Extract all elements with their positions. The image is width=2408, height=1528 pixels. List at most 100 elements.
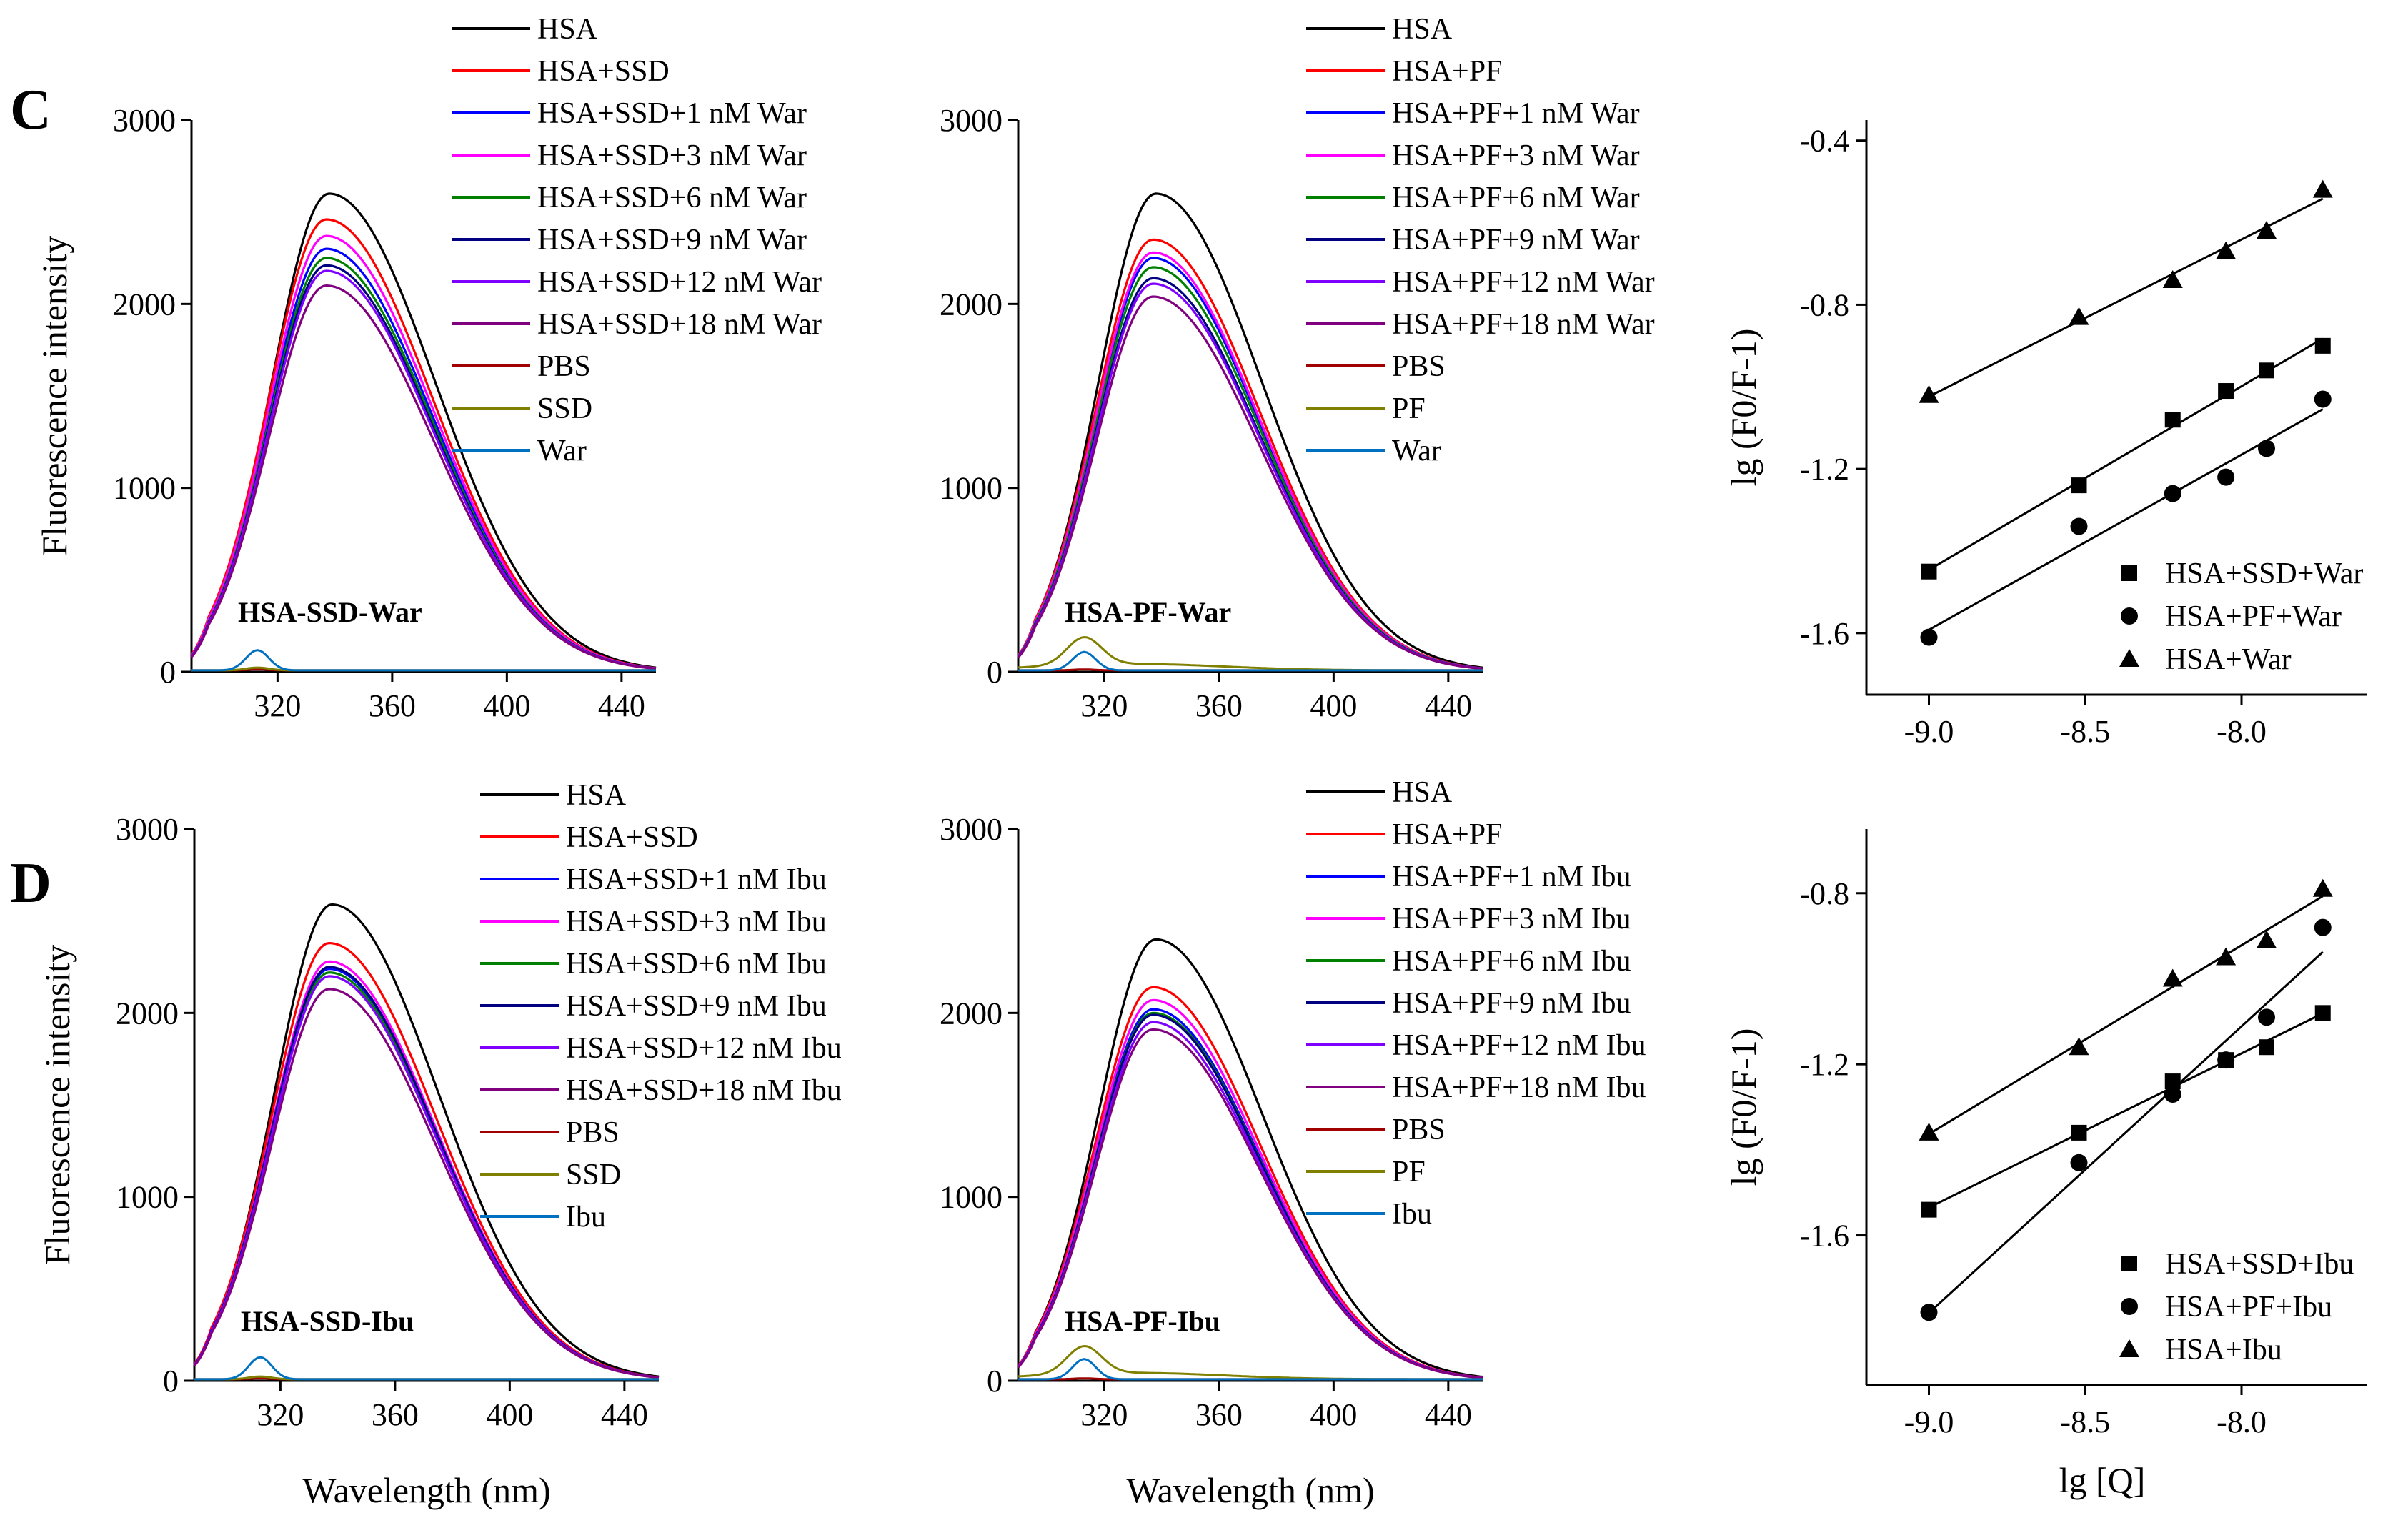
y-tick-label: 2000 xyxy=(113,287,176,322)
x-tick-label: 400 xyxy=(1310,1397,1357,1432)
x-tick-label: -8.5 xyxy=(2060,1404,2110,1439)
fit-line xyxy=(1928,197,2324,398)
legend-marker-square xyxy=(2121,565,2137,581)
x-tick-label: 360 xyxy=(372,1397,419,1432)
legend-label: HSA xyxy=(1392,776,1453,809)
legend-label: HSA+SSD+War xyxy=(2165,557,2363,590)
legend-label: HSA+SSD+9 nM Ibu xyxy=(566,990,827,1023)
data-point-triangle xyxy=(2069,307,2089,325)
data-point-square xyxy=(2259,1039,2274,1056)
y-tick-label: 3000 xyxy=(116,812,179,847)
x-axis-title: lg [Q] xyxy=(2059,1460,2146,1500)
legend-label: PBS xyxy=(566,1116,620,1149)
y-tick-label: 0 xyxy=(987,655,1002,690)
x-tick-label: 440 xyxy=(601,1397,648,1432)
data-point-circle xyxy=(2164,485,2181,502)
y-tick-label: 0 xyxy=(987,1364,1002,1399)
legend-label: Ibu xyxy=(566,1201,606,1234)
spectrum-series-1 xyxy=(1017,192,1483,669)
inset-label: HSA-PF-War xyxy=(1065,596,1231,628)
legend-label: HSA+PF+3 nM War xyxy=(1392,139,1640,172)
data-point-square xyxy=(2218,383,2234,400)
y-tick-label: 2000 xyxy=(940,996,1002,1031)
x-axis-title: Wavelength (nm) xyxy=(302,1470,550,1510)
legend-label: PBS xyxy=(1392,1113,1446,1146)
legend-label: HSA+PF+9 nM Ibu xyxy=(1392,987,1631,1020)
data-point-triangle xyxy=(1919,1122,1939,1141)
legend-label: HSA+SSD+18 nM War xyxy=(537,308,822,341)
inset-label: HSA-PF-Ibu xyxy=(1065,1305,1220,1337)
data-point-circle xyxy=(1920,1304,1938,1321)
x-tick-label: -9.0 xyxy=(1904,1404,1954,1439)
data-point-circle xyxy=(2314,918,2332,936)
legend-label: War xyxy=(537,435,587,467)
legend-label: HSA+SSD+Ibu xyxy=(2165,1248,2354,1281)
chart-d2: 0 1000 2000 3000 320 360 400 440 HSA HSA+PF HSA+PF… xyxy=(940,776,1646,1510)
spectrum-series-8 xyxy=(193,988,660,1379)
legend-label: HSA+PF+Ibu xyxy=(2165,1291,2332,1324)
data-point-triangle xyxy=(2069,1037,2089,1056)
spectrum-series-8 xyxy=(190,284,657,670)
y-tick-label: 2000 xyxy=(940,287,1002,322)
legend-label: HSA+SSD+6 nM Ibu xyxy=(566,948,827,981)
data-point-square xyxy=(1921,1201,1937,1218)
legend-label: HSA+War xyxy=(2165,643,2292,676)
legend-label: HSA+Ibu xyxy=(2165,1334,2282,1366)
chart-c1: 0 1000 2000 3000 320 360 400 440 HSA HSA+SSD HSA+S… xyxy=(34,13,822,723)
legend-label: HSA+PF+12 nM War xyxy=(1392,266,1655,299)
data-point-square xyxy=(2164,412,2181,428)
x-tick-label: 320 xyxy=(257,1397,304,1432)
legend-label: SSD xyxy=(537,392,592,425)
y-tick-label: -1.2 xyxy=(1799,452,1849,487)
y-tick-label: 1000 xyxy=(116,1180,179,1215)
legend-label: HSA+PF+6 nM Ibu xyxy=(1392,945,1631,978)
legend-label: HSA+PF+War xyxy=(2165,600,2342,633)
data-point-circle xyxy=(2164,1086,2181,1103)
baseline-series-3 xyxy=(194,1356,659,1381)
legend-marker-circle xyxy=(2121,1298,2138,1315)
data-point-triangle xyxy=(2257,930,2277,948)
x-tick-label: 320 xyxy=(1080,688,1128,723)
inset-label: HSA-SSD-War xyxy=(238,596,422,628)
y-axis-title: lg (F0/F-1) xyxy=(1723,1028,1763,1186)
legend-label: Ibu xyxy=(1392,1198,1432,1231)
y-tick-label: -1.2 xyxy=(1799,1047,1849,1082)
legend-marker-triangle xyxy=(2119,649,2139,667)
data-point-triangle xyxy=(2162,269,2183,288)
y-tick-label: -0.8 xyxy=(1799,876,1849,911)
y-tick-label: 3000 xyxy=(940,812,1002,847)
spectrum-series-8 xyxy=(1017,295,1483,670)
data-point-circle xyxy=(1920,628,1938,646)
fit-line xyxy=(1928,1012,2324,1209)
x-tick-label: -9.0 xyxy=(1904,714,1954,749)
data-point-circle xyxy=(2258,1008,2275,1026)
legend-label: HSA+PF xyxy=(1392,55,1502,88)
y-axis-title: Fluorescence intensity xyxy=(34,236,74,557)
x-tick-label: 360 xyxy=(369,688,416,723)
data-point-square xyxy=(2314,337,2331,354)
legend-label: HSA+SSD xyxy=(566,821,698,854)
data-point-triangle xyxy=(2257,221,2277,239)
legend-label: HSA+PF+6 nM War xyxy=(1392,182,1640,214)
x-tick-label: 440 xyxy=(598,688,645,723)
data-point-square xyxy=(2071,477,2087,494)
x-axis-title: Wavelength (nm) xyxy=(1126,1470,1374,1510)
legend-label: HSA+PF+18 nM War xyxy=(1392,308,1655,341)
legend-label: HSA+SSD+1 nM War xyxy=(537,97,807,130)
baseline-series-3 xyxy=(1018,650,1483,672)
data-point-square xyxy=(1921,563,1937,580)
x-tick-label: 440 xyxy=(1425,1397,1472,1432)
legend-marker-circle xyxy=(2121,607,2138,625)
y-tick-label: 0 xyxy=(160,655,176,690)
y-tick-label: 1000 xyxy=(940,1180,1002,1215)
data-point-triangle xyxy=(2312,878,2333,897)
x-tick-label: 400 xyxy=(1310,688,1357,723)
baseline-series-3 xyxy=(1018,1358,1483,1381)
x-tick-label: -8.0 xyxy=(2217,1404,2267,1439)
data-point-triangle xyxy=(1919,385,1939,403)
x-tick-label: 400 xyxy=(486,1397,533,1432)
y-axis-title: lg (F0/F-1) xyxy=(1723,329,1763,487)
data-point-circle xyxy=(2217,1051,2235,1069)
y-tick-label: -1.6 xyxy=(1799,1219,1849,1254)
x-tick-label: 440 xyxy=(1425,688,1472,723)
